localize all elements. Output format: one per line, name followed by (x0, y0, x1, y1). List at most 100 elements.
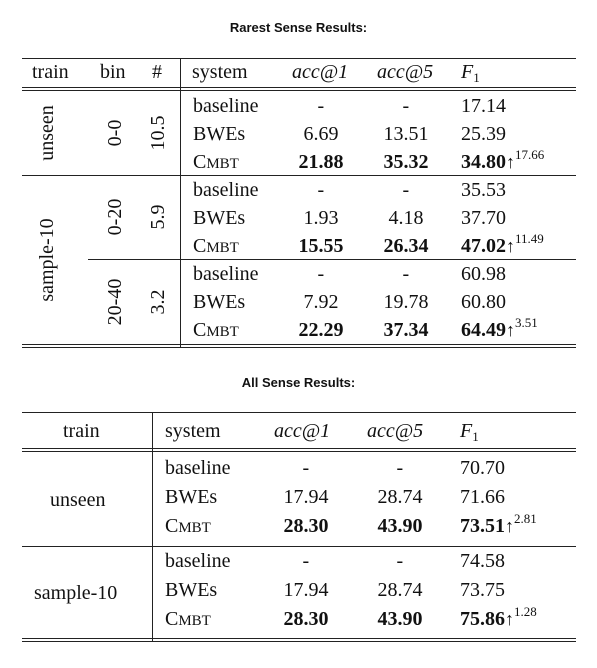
bottom-rule-2 (22, 347, 576, 348)
header-acc1: acc@1 (292, 61, 349, 83)
f1-cell: 37.70 (461, 208, 506, 228)
header-f1: F1 (461, 61, 480, 85)
header-rule (22, 448, 576, 449)
f1-cell: 71.66 (460, 487, 505, 507)
acc1-cell: 15.55 (298, 235, 344, 257)
f1-value: 60.98 (461, 263, 506, 285)
acc5-cell: 13.51 (383, 123, 429, 145)
f1-cell: 34.80↑17.66 (461, 148, 544, 173)
acc1-cell: - (302, 457, 310, 479)
f1-cell: 60.80 (461, 292, 506, 312)
up-arrow-icon: ↑ (506, 236, 515, 256)
f1-cell: 70.70 (460, 458, 505, 478)
acc1-cell: 17.94 (283, 579, 329, 601)
f1-value: 25.39 (461, 123, 506, 145)
up-arrow-icon: ↑ (505, 516, 514, 536)
group-rule (22, 546, 576, 547)
f1-cell: 74.58 (460, 551, 505, 571)
acc5-cell: - (402, 95, 410, 117)
acc5-cell: 4.18 (388, 207, 424, 229)
bottom-rule (22, 344, 576, 345)
header-f1: F1 (460, 420, 479, 444)
system-cell: BWEs (165, 486, 218, 508)
f1-value: 73.75 (460, 579, 505, 601)
system-cell: baseline (193, 263, 259, 285)
acc5-cell: - (402, 179, 410, 201)
system-cell: BWEs (193, 123, 246, 145)
bottom-rule-2 (22, 641, 576, 642)
f1-value: 74.58 (460, 550, 505, 572)
f1-cell: 73.51↑2.81 (460, 512, 537, 537)
f1-value: 17.14 (461, 95, 506, 117)
acc5-cell: 28.74 (377, 579, 423, 601)
acc1-cell: 6.69 (303, 123, 339, 145)
table2-caption: All Sense Results: (241, 375, 356, 390)
f1-delta: 2.81 (514, 511, 537, 526)
header-acc1: acc@1 (274, 420, 331, 442)
count-label: 3.2 (147, 289, 169, 315)
acc5-cell: 35.32 (383, 151, 429, 173)
acc1-cell: - (317, 95, 325, 117)
acc5-cell: - (396, 550, 404, 572)
acc1-cell: - (317, 263, 325, 285)
table1-caption: Rarest Sense Results: (229, 20, 368, 35)
header-train: train (63, 420, 100, 442)
bin-label: 20-40 (104, 278, 126, 326)
up-arrow-icon: ↑ (505, 609, 514, 629)
header-acc5: acc@5 (367, 420, 424, 442)
system-cell: CMBT (165, 515, 211, 537)
header-system: system (192, 61, 248, 83)
acc1-cell: - (302, 550, 310, 572)
bottom-rule (22, 638, 576, 639)
f1-delta: 3.51 (515, 315, 538, 330)
system-cell: baseline (193, 95, 259, 117)
acc5-cell: - (402, 263, 410, 285)
system-cell: CMBT (193, 319, 239, 341)
f1-cell: 64.49↑3.51 (461, 316, 538, 340)
acc5-cell: 43.90 (377, 608, 423, 630)
group-label-unseen: unseen (36, 105, 58, 161)
acc5-cell: 43.90 (377, 515, 423, 537)
f1-delta: 1.28 (514, 604, 537, 619)
group-label-unseen: unseen (50, 489, 106, 511)
f1-value: 60.80 (461, 291, 506, 313)
header-train: train (32, 61, 69, 83)
group-rule (22, 175, 576, 176)
f1-value: 34.80 (461, 151, 506, 173)
f1-cell: 75.86↑1.28 (460, 605, 537, 630)
up-arrow-icon: ↑ (506, 152, 515, 172)
acc1-cell: 7.92 (303, 291, 339, 313)
acc5-cell: - (396, 457, 404, 479)
system-cell: baseline (165, 457, 231, 479)
f1-delta: 17.66 (515, 147, 545, 162)
system-cell: CMBT (165, 608, 211, 630)
header-acc5: acc@5 (377, 61, 434, 83)
count-label: 5.9 (147, 204, 169, 230)
acc1-cell: - (317, 179, 325, 201)
bin-label: 0-0 (104, 119, 126, 147)
system-cell: baseline (193, 179, 259, 201)
system-cell: CMBT (193, 235, 239, 257)
f1-value: 71.66 (460, 486, 505, 508)
system-cell: BWEs (193, 207, 246, 229)
group-label-sample-10: sample-10 (34, 582, 118, 604)
bin-rule (88, 259, 576, 260)
f1-cell: 60.98 (461, 264, 506, 284)
header-bin: bin (100, 61, 126, 83)
acc1-cell: 28.30 (283, 608, 329, 630)
acc1-cell: 28.30 (283, 515, 329, 537)
f1-value: 47.02 (461, 235, 506, 257)
acc5-cell: 26.34 (383, 235, 429, 257)
acc5-cell: 19.78 (383, 291, 429, 313)
f1-value: 73.51 (460, 515, 505, 537)
count-label: 10.5 (147, 115, 169, 151)
f1-cell: 73.75 (460, 580, 505, 600)
f1-value: 37.70 (461, 207, 506, 229)
acc5-cell: 28.74 (377, 486, 423, 508)
top-rule (22, 58, 576, 59)
acc1-cell: 22.29 (298, 319, 344, 341)
top-rule (22, 412, 576, 413)
system-divider (180, 58, 181, 347)
header-rule (22, 87, 576, 88)
f1-value: 75.86 (460, 608, 505, 630)
